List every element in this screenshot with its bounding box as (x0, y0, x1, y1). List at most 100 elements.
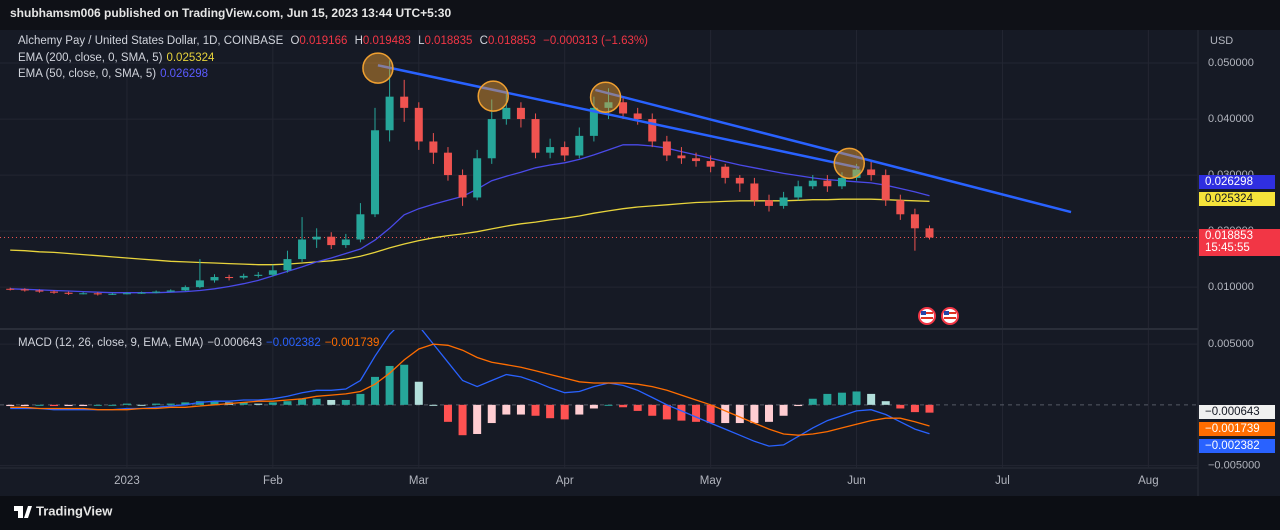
histogram-bar (575, 404, 584, 415)
histogram-bar (268, 402, 277, 405)
ema50-axis-label: 0.026298 (1199, 175, 1275, 189)
histogram-bar (122, 403, 131, 405)
candle-body (458, 175, 467, 198)
histogram-bar (298, 398, 307, 405)
histogram-bar (619, 404, 628, 408)
candle-body (633, 113, 642, 120)
histogram-bar (152, 403, 161, 405)
candle-body (516, 107, 525, 120)
ema200-axis-label: 0.025324 (1199, 192, 1275, 206)
histogram-bar (473, 404, 482, 434)
symbol: Alchemy Pay / United States Dollar, 1D, … (18, 35, 284, 47)
highlight-circle (833, 147, 866, 180)
histogram-bar (385, 365, 394, 405)
candle-body (662, 141, 671, 156)
histogram-bar (516, 404, 525, 415)
open: 0.019166 (299, 35, 348, 47)
candle-body (49, 291, 58, 293)
histogram-bar (779, 404, 788, 416)
histogram-bar (108, 404, 117, 406)
candle-body (473, 158, 482, 198)
histogram-bar (735, 404, 744, 424)
candle-body (867, 169, 876, 176)
histogram-bar (881, 401, 890, 405)
histogram-bar (867, 393, 876, 405)
candle-body (283, 259, 292, 271)
close: 0.018853 (487, 35, 536, 47)
candle-body (268, 270, 277, 275)
brand: TradingView (36, 503, 113, 518)
candle-body (6, 288, 15, 290)
candle-body (823, 180, 832, 187)
histogram-bar (371, 376, 380, 405)
histogram-bar (181, 402, 190, 405)
macd-value: −0.002382 (266, 337, 321, 349)
histogram-bar (254, 403, 263, 405)
candle-body (371, 130, 380, 215)
histogram-bar (35, 404, 44, 406)
candle-body (735, 177, 744, 184)
histogram-bar (312, 398, 321, 405)
macd-legend: MACD (12, 26, close, 9, EMA, EMA) −0.0006… (18, 337, 383, 349)
candle-body (35, 290, 44, 292)
histogram-bar (692, 404, 701, 422)
candle-body (721, 166, 730, 178)
macd-name: MACD (12, 26, close, 9, EMA, EMA) (18, 337, 204, 349)
candle-body (225, 277, 234, 279)
histogram-bar (239, 402, 248, 405)
candle-body (79, 293, 88, 295)
histogram-bar (502, 404, 511, 415)
trendline (595, 88, 1072, 214)
y-tick-label: −0.005000 (1208, 459, 1260, 471)
candle-body (560, 147, 569, 156)
macd-line (10, 343, 930, 436)
histogram-bar (531, 404, 540, 416)
candle-body (20, 289, 29, 291)
highlight-circle (477, 80, 509, 112)
candle-body (298, 239, 307, 260)
histogram-bar (721, 404, 730, 424)
footer-bar (0, 496, 1280, 530)
candle-body (312, 236, 321, 240)
x-tick-label: May (700, 475, 722, 487)
currency: USD (1210, 35, 1233, 47)
candle-body (910, 214, 919, 229)
candle-body (779, 197, 788, 206)
x-tick-label: Aug (1138, 475, 1158, 487)
histogram-bar (20, 404, 29, 407)
x-tick-label: 2023 (114, 475, 140, 487)
candle-body (385, 96, 394, 131)
x-tick-label: Jul (995, 475, 1010, 487)
histogram-bar (429, 404, 438, 406)
candle-body (589, 107, 598, 136)
macd-line (10, 330, 930, 447)
candle-body (108, 293, 117, 295)
candle-body (327, 236, 336, 246)
histogram-bar (327, 399, 336, 405)
macd-axis-label: −0.002382 (1199, 439, 1275, 453)
histogram-bar (808, 398, 817, 405)
candle-body (764, 200, 773, 206)
histogram-bar (79, 404, 88, 407)
candle-body (152, 291, 161, 293)
candle-body (896, 200, 905, 215)
ema200-legend: EMA (200, close, 0, SMA, 5) 0.025324 (18, 52, 218, 64)
histogram-bar (414, 381, 423, 405)
histogram-bar (677, 404, 686, 421)
candle-body (531, 119, 540, 153)
last-price: 0.018853 (1205, 230, 1253, 242)
histogram-bar (487, 404, 496, 424)
candle-body (254, 274, 263, 276)
histogram-bar (794, 404, 803, 407)
candle-body (487, 119, 496, 159)
candle-body (575, 135, 584, 156)
candle-body (429, 141, 438, 153)
hist-axis-label: −0.000643 (1199, 405, 1275, 419)
x-tick-label: Apr (556, 475, 574, 487)
histogram-bar (852, 391, 861, 405)
histogram-bar (400, 364, 409, 405)
candle-body (808, 180, 817, 187)
x-tick-label: Mar (409, 475, 429, 487)
histogram-bar (166, 403, 175, 405)
candle-body (750, 183, 759, 201)
